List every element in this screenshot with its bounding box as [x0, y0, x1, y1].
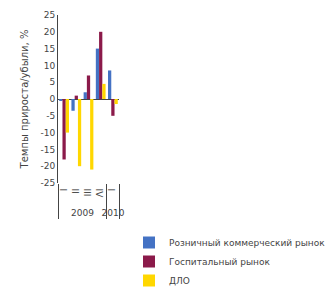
svg-text:0: 0	[49, 94, 55, 104]
svg-text:20: 20	[44, 27, 56, 37]
svg-text:-25: -25	[40, 178, 55, 188]
svg-text:-20: -20	[40, 161, 55, 171]
svg-text:Госпитальный рынок: Госпитальный рынок	[169, 257, 270, 267]
svg-text:IV: IV	[94, 189, 104, 199]
svg-text:-15: -15	[40, 145, 55, 155]
svg-text:I: I	[106, 189, 116, 192]
svg-text:5: 5	[49, 77, 55, 87]
svg-text:III: III	[82, 189, 92, 197]
svg-text:Темпы прироста/убыли, %: Темпы прироста/убыли, %	[19, 30, 30, 170]
svg-text:II: II	[70, 189, 80, 194]
svg-text:2010: 2010	[101, 208, 124, 218]
svg-text:10: 10	[44, 61, 56, 71]
svg-text:Розничный коммерческий рынок: Розничный коммерческий рынок	[169, 238, 325, 248]
svg-text:15: 15	[44, 44, 55, 54]
svg-text:25: 25	[44, 10, 55, 20]
svg-text:ДЛО: ДЛО	[169, 276, 190, 286]
svg-text:-10: -10	[40, 128, 55, 138]
svg-text:-5: -5	[46, 111, 55, 121]
svg-text:I: I	[58, 189, 68, 192]
svg-text:2009: 2009	[71, 208, 94, 218]
